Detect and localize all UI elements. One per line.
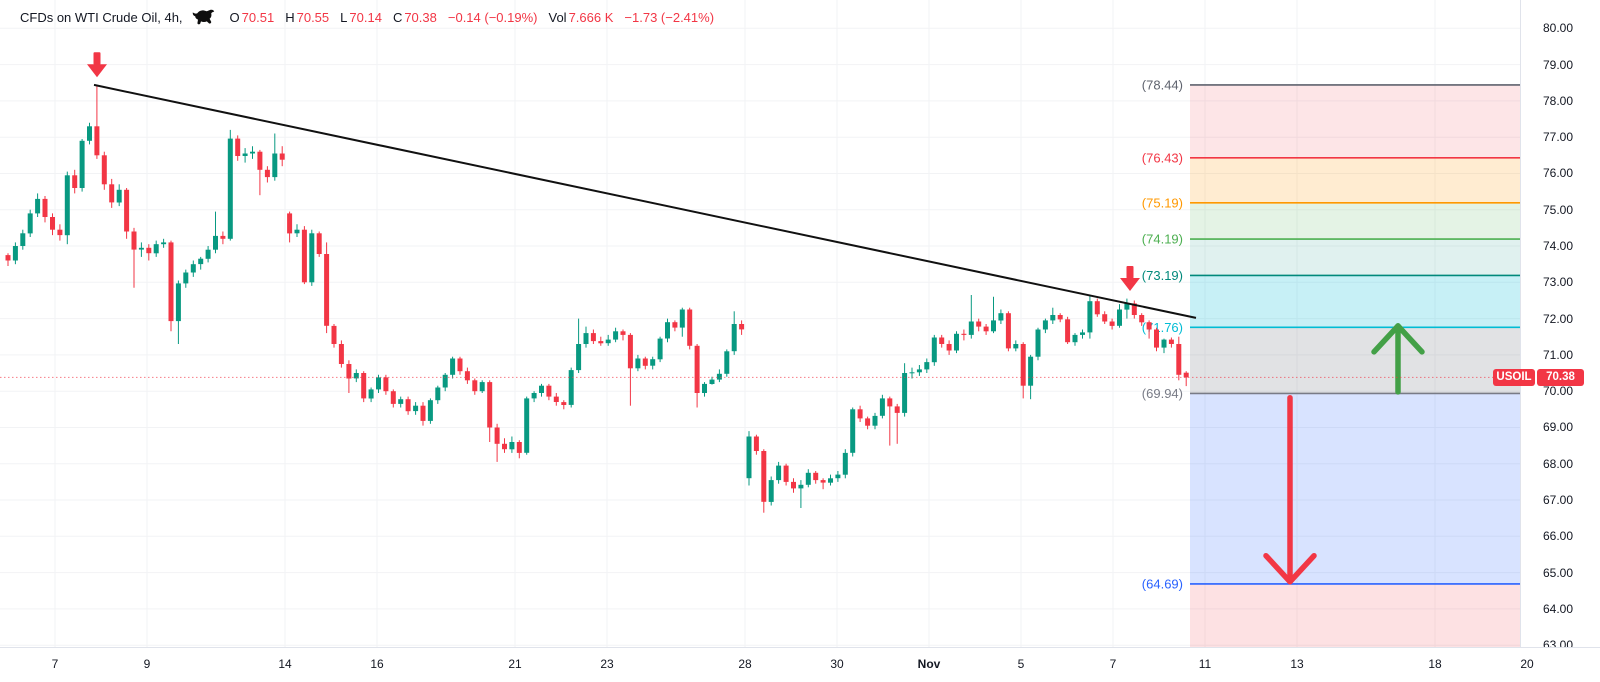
bull-icon [192, 9, 214, 25]
svg-text:(75.19): (75.19) [1142, 195, 1183, 210]
price-tick-label: 79.00 [1543, 58, 1574, 72]
time-tick-label: 23 [600, 657, 614, 671]
price-tick-label: 69.00 [1543, 420, 1574, 434]
target-up-arrow[interactable] [1371, 323, 1425, 395]
time-tick-label: 7 [51, 657, 59, 671]
price-tick-label: 75.00 [1543, 203, 1574, 217]
time-tick-label: 13 [1290, 657, 1304, 671]
low-value: 70.14 [349, 9, 382, 25]
svg-text:(76.43): (76.43) [1142, 150, 1183, 165]
ohlc-values: O 70.51 [229, 9, 275, 25]
svg-text:(74.19): (74.19) [1142, 232, 1183, 247]
close-value: 70.38 [404, 9, 437, 25]
time-tick-label: 28 [738, 657, 752, 671]
time-tick-label: 5 [1017, 657, 1025, 671]
price-tick-label: 63.00 [1543, 638, 1574, 647]
symbol-legend: CFDs on WTI Crude Oil, 4h, O 70.51 H 70.55… [20, 9, 715, 25]
candlesticks [5, 84, 1189, 513]
volume-change-value: −1.73 (−2.41%) [624, 9, 715, 25]
high-value: 70.55 [296, 9, 330, 25]
svg-text:(73.19): (73.19) [1142, 268, 1183, 283]
price-tick-label: 65.00 [1543, 566, 1574, 580]
symbol-price-label: USOIL [1493, 369, 1535, 386]
descending-trendline[interactable] [93, 83, 1197, 319]
price-tick-label: 80.00 [1543, 21, 1574, 35]
price-tick-label: 74.00 [1543, 239, 1574, 253]
stop-down-arrow[interactable] [1263, 394, 1317, 585]
time-tick-label: 20 [1520, 657, 1534, 671]
price-axis-separator [1520, 0, 1521, 647]
svg-text:(78.44): (78.44) [1142, 77, 1183, 92]
price-tick-label: 68.00 [1543, 457, 1574, 471]
price-tick-label: 72.00 [1543, 312, 1574, 326]
svg-text:(71.76): (71.76) [1142, 320, 1183, 335]
price-tick-label: 77.00 [1543, 130, 1574, 144]
price-axis[interactable]: 80.00 79.00 78.00 77.00 76.00 75.00 74.00 73.00… [1521, 0, 1600, 647]
time-tick-label: 14 [278, 657, 292, 671]
price-tick-label: 67.00 [1543, 493, 1574, 507]
time-tick-label: 11 [1198, 657, 1212, 671]
price-tick-label: 78.00 [1543, 94, 1574, 108]
sell-arrow-peak[interactable] [87, 52, 107, 78]
price-tick-label: 70.00 [1543, 384, 1574, 398]
price-tick-label: 73.00 [1543, 275, 1574, 289]
svg-text:(69.94): (69.94) [1142, 386, 1183, 401]
time-tick-label: 16 [370, 657, 384, 671]
time-tick-label: 7 [1109, 657, 1117, 671]
time-axis[interactable]: 7 9 14 16 21 23 28 30 Nov 5 7 11 13 18 20 [0, 647, 1600, 682]
current-price-badge: 70.38 [1537, 369, 1584, 386]
time-tick-label: 21 [508, 657, 522, 671]
time-tick-label: 30 [830, 657, 844, 671]
volume-values: Vol 7.666 K [548, 9, 614, 25]
price-tick-label: 71.00 [1543, 348, 1574, 362]
time-tick-label: 9 [143, 657, 151, 671]
sell-arrow-trendline[interactable] [1120, 266, 1140, 291]
time-tick-label: Nov [917, 657, 941, 671]
svg-text:(64.69): (64.69) [1142, 576, 1183, 591]
symbol-title[interactable]: CFDs on WTI Crude Oil, 4h, [20, 9, 183, 25]
grid [0, 0, 1520, 647]
volume-value: 7.666 K [568, 9, 614, 25]
price-tick-label: 76.00 [1543, 166, 1574, 180]
change-value: −0.14 (−0.19%) [447, 9, 538, 25]
price-tick-label: 64.00 [1543, 602, 1574, 616]
fib-zone-bands[interactable]: (78.44) (76.43) (75.19) (74.19) (73.19) (71.7… [1142, 77, 1520, 647]
open-value: 70.51 [241, 9, 275, 25]
time-tick-label: 18 [1428, 657, 1442, 671]
price-tick-label: 66.00 [1543, 529, 1574, 543]
